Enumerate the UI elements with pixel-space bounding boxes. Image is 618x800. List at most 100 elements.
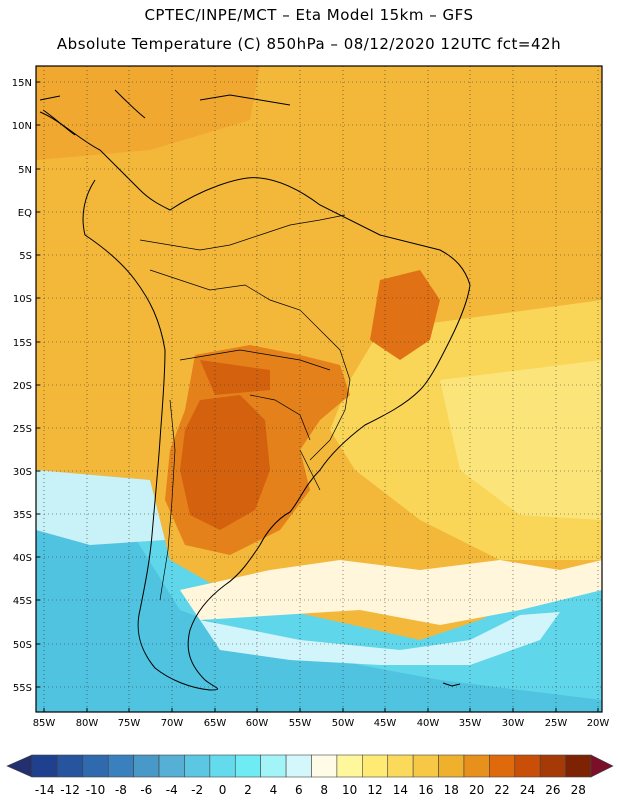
colorbar-swatch (133, 754, 160, 778)
colorbar-label: -2 (191, 783, 203, 797)
lat-tick-label: 45S (13, 596, 32, 607)
field-hottest-core (180, 395, 270, 530)
lon-tick-label: 20W (587, 718, 610, 729)
colorbar-swatch (31, 754, 58, 778)
latitude-axis: 15N 10N 5N EQ 5S 10S 15S 20S 25S 30S 35S 40S 45S 50S 5… (12, 78, 40, 694)
colorbar-swatch (82, 754, 109, 778)
field-southeast-pacific-pale (36, 470, 165, 545)
border-line-4 (159, 399, 176, 601)
central-america-coastline (39, 89, 146, 136)
lat-tick-label: 55S (13, 683, 32, 694)
border-line-1 (149, 269, 351, 461)
colorbar-swatch (158, 754, 185, 778)
field-atlantic-lightyellow (440, 360, 602, 520)
lon-tick-label: 60W (246, 718, 269, 729)
colorbar-swatch (489, 754, 516, 778)
colorbar-label: 2 (244, 783, 252, 797)
colorbar-label: 6 (295, 783, 303, 797)
colorbar-swatch (565, 754, 592, 778)
colorbar-label: 22 (494, 783, 509, 797)
colorbar-label: -6 (140, 783, 152, 797)
colorbar-swatch (514, 754, 541, 778)
lat-tick-label: 30S (13, 467, 32, 478)
lat-tick-label: 10S (13, 294, 32, 305)
lon-tick-label: 85W (33, 718, 56, 729)
colorbar-swatch (57, 754, 84, 778)
longitude-axis: 85W 80W 75W 70W 65W 60W 55W 50W 45W 40W 35W 30W 25W 2… (33, 708, 610, 729)
lat-tick-label: 5N (18, 165, 32, 176)
colorbar-swatch (387, 754, 414, 778)
field-pale-cyan-band (200, 612, 560, 665)
border-line-3 (179, 349, 331, 371)
colorbar-swatch (336, 754, 363, 778)
lat-tick-label: EQ (18, 208, 32, 219)
colorbar-label: 8 (320, 783, 328, 797)
temperature-field (36, 66, 602, 712)
lon-tick-label: 30W (502, 718, 525, 729)
field-ne-brazil-hot (370, 270, 440, 360)
colorbar-label: 20 (469, 783, 484, 797)
lon-tick-label: 55W (289, 718, 312, 729)
colorbar-swatch (362, 754, 389, 778)
field-hot-patch (200, 360, 270, 395)
colorbar-under-arrow (6, 754, 33, 778)
colorbar-label: -8 (115, 783, 127, 797)
lon-tick-label: 25W (545, 718, 568, 729)
colorbar-swatch (438, 754, 465, 778)
colorbar-swatch (184, 754, 211, 778)
colorbar-label: 14 (393, 783, 408, 797)
lat-tick-label: 25S (13, 424, 32, 435)
chart-title-line1: CPTEC/INPE/MCT – Eta Model 15km – GFS (144, 6, 474, 24)
colorbar-label: -4 (166, 783, 178, 797)
colorbar-swatch (463, 754, 490, 778)
colorbar-swatch (539, 754, 566, 778)
colorbar-swatch (285, 754, 312, 778)
coastlines (39, 89, 471, 691)
colorbar-label: 18 (444, 783, 459, 797)
colorbar-label: 4 (270, 783, 278, 797)
south-america-coastline (39, 111, 471, 691)
field-south-deep-cyan (36, 520, 602, 712)
lon-tick-label: 45W (374, 718, 397, 729)
colorbar (6, 754, 614, 778)
colorbar-label: 26 (545, 783, 560, 797)
colorbar-label: 0 (219, 783, 227, 797)
lon-tick-label: 65W (204, 718, 227, 729)
lat-tick-label: 10N (12, 121, 32, 132)
field-cream-band (180, 560, 602, 625)
lat-tick-label: 5S (19, 251, 32, 262)
lat-tick-label: 20S (13, 381, 32, 392)
colorbar-over-arrow (590, 754, 614, 778)
colorbar-swatch (260, 754, 287, 778)
colorbar-label: 28 (571, 783, 586, 797)
colorbar-label: 12 (367, 783, 382, 797)
colorbar-swatch (234, 754, 261, 778)
colorbar-label: -10 (86, 783, 106, 797)
colorbar-labels: -14 -12 -10 -8 -6 -4 -2 0 2 4 6 8 10 12 14 16 18 20 22 24 26… (35, 783, 586, 797)
lat-tick-label: 40S (13, 553, 32, 564)
lon-tick-label: 40W (417, 718, 440, 729)
lon-tick-label: 35W (459, 718, 482, 729)
falklands-coastline (442, 682, 461, 687)
colorbar-label: 16 (418, 783, 433, 797)
lat-tick-label: 35S (13, 510, 32, 521)
colorbar-swatch (209, 754, 236, 778)
colorbar-label: 10 (342, 783, 357, 797)
lat-tick-label: 50S (13, 640, 32, 651)
chart-title-line2: Absolute Temperature (C) 850hPa – 08/12/… (56, 35, 562, 53)
lon-tick-label: 80W (76, 718, 99, 729)
country-borders (139, 214, 351, 601)
colorbar-swatch (412, 754, 439, 778)
field-northwest (36, 66, 260, 160)
caribbean-coastline (199, 94, 291, 106)
colorbar-label: 24 (520, 783, 535, 797)
lat-tick-label: 15S (13, 338, 32, 349)
colorbar-swatch (311, 754, 338, 778)
border-line-6 (249, 394, 311, 441)
colorbar-label: -12 (60, 783, 80, 797)
border-line-2 (139, 214, 346, 251)
lon-tick-label: 75W (118, 718, 141, 729)
lon-tick-label: 50W (332, 718, 355, 729)
lon-tick-label: 70W (161, 718, 184, 729)
